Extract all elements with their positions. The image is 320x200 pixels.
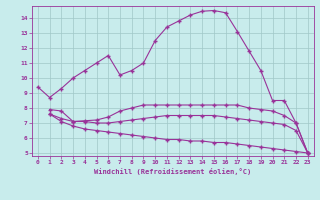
X-axis label: Windchill (Refroidissement éolien,°C): Windchill (Refroidissement éolien,°C) <box>94 168 252 175</box>
